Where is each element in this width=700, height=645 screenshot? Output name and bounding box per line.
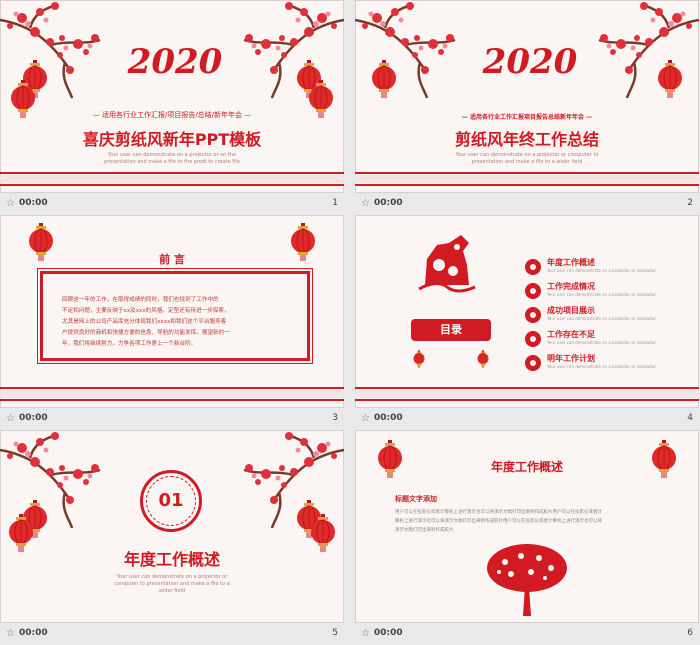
- flower-bullet-icon: [525, 331, 541, 347]
- rat-papercut-icon: [418, 235, 476, 293]
- slide-meta: ☆ 00:00 1: [0, 193, 344, 215]
- menu-item-label: 工作完成情况: [547, 282, 595, 291]
- lantern-icon: [10, 80, 36, 118]
- year-papercut: 2020: [127, 42, 223, 82]
- flower-bullet-icon: [525, 307, 541, 323]
- lantern-icon: [657, 60, 683, 98]
- slide-number: 2: [687, 198, 693, 208]
- lantern-icon: [310, 514, 336, 552]
- slide-subtitle: — 适用各行业工作汇报项目报告总结新年年会 —: [461, 114, 593, 121]
- menu-item-sub: Your user can demonstrate on a projector…: [547, 340, 657, 345]
- slide-caption: Your user can demonstrate on a projector…: [455, 152, 599, 165]
- sub-heading: 标题文字添加: [395, 495, 437, 503]
- lantern-icon: [377, 440, 403, 478]
- preface-body: 回顾这一年的工作，在取得成绩的同时，我们也找到了工作中的 不足和问题，主要反映于…: [62, 295, 298, 350]
- transition-icon: ☆: [361, 198, 370, 209]
- preface-line: 不足和问题，主要反映于xx及xxx的风格。定型还有待进一步探索，: [62, 308, 230, 314]
- papercut-frame: [37, 268, 313, 364]
- slide-duration: 00:00: [19, 628, 48, 638]
- menu-item-sub: Your user can demonstrate on a projector…: [547, 292, 657, 297]
- transition-icon: ☆: [361, 628, 370, 639]
- slide-number: 4: [687, 413, 693, 423]
- menu-item-3[interactable]: 成功项目展示 Your user can demonstrate on a pr…: [523, 305, 683, 329]
- slide-canvas: 年度工作概述 标题文字添加 用户可以在投影仪或者计算机上进行演示也可以将演示文稿…: [355, 430, 699, 623]
- flower-bullet-icon: [525, 259, 541, 275]
- menu-banner: [411, 319, 491, 341]
- slide-canvas: 01 年度工作概述 Your user can demonstrate on a…: [0, 430, 344, 623]
- slide-meta: ☆ 00:00 4: [355, 408, 699, 430]
- slide-subtitle: — 适用各行业工作汇报/项目报告/总结/新年年会 —: [92, 111, 252, 119]
- menu-item-label: 年度工作概述: [547, 258, 595, 267]
- slide-meta: ☆ 00:00 6: [355, 623, 699, 645]
- slide-number: 6: [687, 628, 693, 638]
- slide-number: 5: [332, 628, 338, 638]
- slide-meta: ☆ 00:00 2: [355, 193, 699, 215]
- slide-caption: Your user can demonstrate on a projector…: [114, 574, 230, 594]
- lantern-icon: [651, 440, 677, 478]
- menu-banner-label: 目录: [440, 323, 462, 336]
- fret-border: [355, 387, 699, 401]
- body-text: 用户可以在投影仪或者计算机上进行演示也可以将演示文稿打印出来制作成胶片用户可以在…: [395, 508, 663, 535]
- body-line: 算机上进行演示也可以将演示文稿打印出来制作成胶片用户可以在投影仪或者计算机上进行…: [395, 519, 602, 524]
- lantern-icon: [308, 80, 334, 118]
- slide-canvas: 2020 — 适用各行业工作汇报/项目报告/总结/新年年会 — 喜庆剪纸风新年P…: [0, 0, 344, 193]
- lantern-icon: [8, 514, 34, 552]
- slide-meta: ☆ 00:00 5: [0, 623, 344, 645]
- fret-border: [355, 172, 699, 186]
- lantern-icon: [413, 350, 425, 368]
- slide-title: 喜庆剪纸风新年PPT模板: [82, 130, 262, 149]
- slide-title: 年度工作概述: [490, 460, 563, 474]
- preface-line: 回顾这一年的工作，在取得成绩的同时，我们也找到了工作中的: [62, 297, 219, 303]
- slide-number: 3: [332, 413, 338, 423]
- slide-duration: 00:00: [374, 413, 403, 423]
- slide-duration: 00:00: [19, 198, 48, 208]
- slide-canvas: 前 言 回顾这一年的工作，在取得成绩的同时，我们也找到了工作中的 不足和问题，主…: [0, 215, 344, 408]
- slide-caption: Your user can demonstrate on a projector…: [104, 152, 240, 165]
- slide-meta: ☆ 00:00 3: [0, 408, 344, 430]
- menu-item-2[interactable]: 工作完成情况 Your user can demonstrate on a pr…: [523, 281, 683, 305]
- menu-item-sub: Your user can demonstrate on a projector…: [547, 364, 657, 369]
- lantern-icon: [28, 223, 54, 261]
- slide-duration: 00:00: [374, 198, 403, 208]
- slide-heading: 前 言: [159, 253, 185, 266]
- flower-bullet-icon: [525, 283, 541, 299]
- body-line: 演示文稿打印出来制作成胶片: [395, 528, 454, 533]
- fret-border: [0, 172, 344, 186]
- transition-icon: ☆: [6, 198, 15, 209]
- menu-item-label: 明年工作计划: [547, 354, 595, 363]
- fret-border: [0, 387, 344, 401]
- transition-icon: ☆: [6, 413, 15, 424]
- slide-title: 剪纸风年终工作总结: [454, 130, 599, 149]
- body-line: 用户可以在投影仪或者计算机上进行演示也可以将演示文稿打印出来制作成胶片用户可以在…: [395, 510, 602, 515]
- transition-icon: ☆: [361, 413, 370, 424]
- slide-canvas: 2020 — 适用各行业工作汇报项目报告总结新年年会 — 剪纸风年终工作总结 Y…: [355, 0, 699, 193]
- preface-line: 尤其是网上的公司产品库充分体现我们xxxx和我们这个平台服务客: [62, 319, 227, 325]
- menu-item-1[interactable]: 年度工作概述 Your user can demonstrate on a pr…: [523, 257, 683, 281]
- lantern-icon: [290, 223, 316, 261]
- flower-bullet-icon: [525, 355, 541, 371]
- slide-number: 1: [332, 198, 338, 208]
- menu-item-label: 工作存在不足: [547, 330, 595, 339]
- preface-line: 年，我们将继续努力，力争各项工作更上一个新台阶。: [62, 341, 197, 347]
- menu-item-sub: Your user can demonstrate on a projector…: [547, 268, 657, 273]
- slide-canvas: 目录 年度工作概述 Your user can demonstrate on a…: [355, 215, 699, 408]
- slide-duration: 00:00: [19, 413, 48, 423]
- menu-item-5[interactable]: 明年工作计划 Your user can demonstrate on a pr…: [523, 353, 683, 377]
- lantern-icon: [477, 350, 489, 368]
- papercut-tree-icon: [487, 544, 567, 616]
- chapter-number: 01: [158, 490, 184, 511]
- chapter-badge-inner: [146, 476, 196, 526]
- slide-duration: 00:00: [374, 628, 403, 638]
- menu-item-4[interactable]: 工作存在不足 Your user can demonstrate on a pr…: [523, 329, 683, 353]
- menu-item-label: 成功项目展示: [547, 306, 595, 315]
- menu-item-sub: Your user can demonstrate on a projector…: [547, 316, 657, 321]
- chapter-badge: [140, 470, 202, 532]
- transition-icon: ☆: [6, 628, 15, 639]
- year-papercut: 2020: [482, 42, 578, 82]
- slide-title: 年度工作概述: [123, 550, 220, 569]
- preface-line: 户提供良好的商机和快捷方便的信息、导航的功能发挥。展望新的一: [62, 330, 230, 336]
- lantern-icon: [371, 60, 397, 98]
